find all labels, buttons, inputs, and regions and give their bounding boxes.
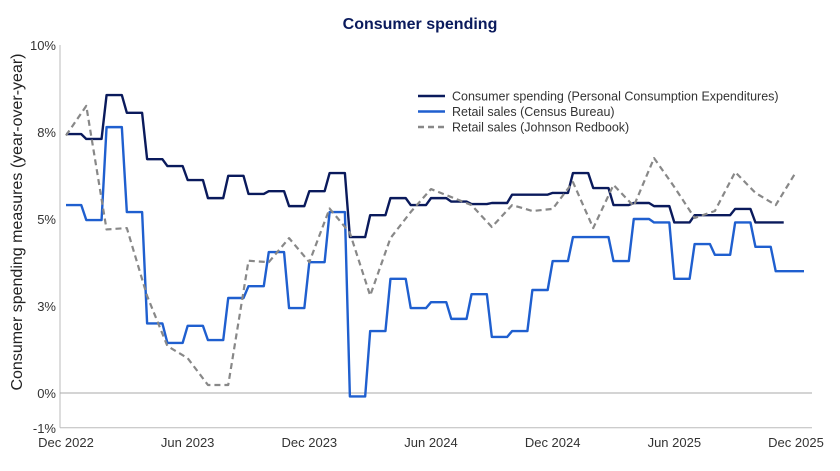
- x-tick-label: Jun 2023: [161, 435, 215, 450]
- y-tick-label: 3%: [37, 299, 56, 314]
- series-line-2: [65, 104, 797, 387]
- legend-label-1: Retail sales (Census Bureau): [452, 105, 615, 119]
- chart-title: Consumer spending: [342, 16, 498, 33]
- x-tick-label: Dec 2024: [525, 435, 581, 450]
- y-tick-label: 0%: [37, 386, 56, 401]
- x-tick-label: Jun 2024: [404, 435, 458, 450]
- series-line-0: [66, 93, 784, 239]
- legend-label-0: Consumer spending (Personal Consumption …: [452, 90, 779, 104]
- x-tick-label: Jun 2025: [648, 435, 702, 450]
- y-tick-label: 8%: [37, 125, 56, 140]
- y-tick-label: 10%: [30, 38, 56, 53]
- x-tick-label: Dec 2023: [282, 435, 338, 450]
- legend-label-2: Retail sales (Johnson Redbook): [452, 121, 629, 135]
- x-tick-label: Dec 2022: [38, 435, 94, 450]
- y-tick-label: 5%: [37, 212, 56, 227]
- y-tick-label: -1%: [33, 421, 57, 436]
- x-tick-label: Dec 2025: [768, 435, 824, 450]
- series-line-1: [66, 125, 804, 398]
